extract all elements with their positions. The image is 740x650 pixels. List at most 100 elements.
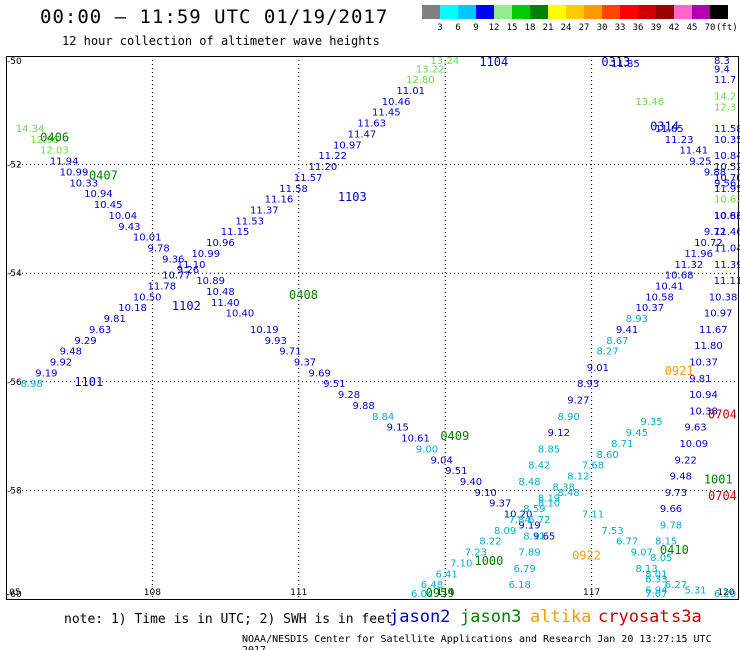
swh-value: 11.41 xyxy=(679,146,708,157)
swh-value: 9.73 xyxy=(665,488,687,499)
legend-label: 18 xyxy=(524,23,536,33)
swh-value: 9.28 xyxy=(338,390,360,401)
swh-value: 7.68 xyxy=(582,461,604,472)
swh-value: 9.29 xyxy=(74,336,96,347)
swh-value: 11.40 xyxy=(211,298,240,309)
swh-value: 8.15 xyxy=(655,537,677,548)
legend-swatch xyxy=(476,5,494,19)
swh-value: 10.58 xyxy=(645,292,674,303)
swh-value: 11.10 xyxy=(177,260,206,271)
y-tick-label: -54 xyxy=(7,269,22,279)
swh-value: 13.22 xyxy=(416,64,445,75)
swh-value: 8.22 xyxy=(479,537,501,548)
pass-label: 0704 xyxy=(708,489,737,503)
swh-value: 8.90 xyxy=(557,412,579,423)
pass-label: 0409 xyxy=(440,429,469,443)
legend-swatch xyxy=(494,5,512,19)
swh-value: 8.93 xyxy=(577,379,599,390)
swh-value: 6.04 xyxy=(411,589,433,600)
swh-value: 10.33 xyxy=(69,178,98,189)
swh-value: 12.80 xyxy=(406,75,435,86)
swh-value: 9.35 xyxy=(640,417,662,428)
swh-value: 9.93 xyxy=(265,336,287,347)
swh-value: 10.48 xyxy=(206,287,235,298)
swh-value: 9.41 xyxy=(616,325,638,336)
swh-value: 11.15 xyxy=(221,227,250,238)
swh-value: 11.65 xyxy=(655,124,684,135)
y-tick-label: -52 xyxy=(7,161,22,171)
legend-swatch xyxy=(620,5,638,19)
pass-label: 0407 xyxy=(89,168,118,182)
x-tick-label: 108 xyxy=(144,588,161,598)
swh-value: 11.78 xyxy=(148,281,177,292)
swh-value: 9.88 xyxy=(352,401,374,412)
map-frame xyxy=(6,56,739,600)
swh-value: 10.45 xyxy=(94,200,123,211)
swh-value: 9.40 xyxy=(460,477,482,488)
swh-value: 6.18 xyxy=(509,580,531,591)
pass-label: 1001 xyxy=(704,473,733,487)
swh-value: 5.31 xyxy=(684,586,706,597)
swh-value: 10.94 xyxy=(689,390,718,401)
mission-jason2: jason2 xyxy=(389,607,451,627)
swh-value: 7.07 xyxy=(645,589,667,600)
swh-value: 9.4 xyxy=(714,64,730,75)
swh-value: 11.46 xyxy=(714,227,740,238)
swh-value: 6.27 xyxy=(665,580,687,591)
swh-value: 7.53 xyxy=(601,526,623,537)
legend-label: 15 xyxy=(506,23,518,33)
legend-swatch xyxy=(458,5,476,19)
legend-label: 70 xyxy=(704,23,716,33)
swh-value: 9.22 xyxy=(675,455,697,466)
swh-value: 11.39 xyxy=(714,260,740,271)
swh-value: 7.89 xyxy=(518,548,540,559)
swh-value: 10.18 xyxy=(118,303,147,314)
swh-value: 9.48 xyxy=(670,472,692,483)
swh-value: 9.15 xyxy=(387,423,409,434)
swh-value: 9.10 xyxy=(474,488,496,499)
legend-unit: (ft) xyxy=(716,23,738,33)
swh-value: 10.86 xyxy=(714,211,740,222)
legend-label: 9 xyxy=(473,23,479,33)
swh-value: 11.94 xyxy=(50,157,79,168)
swh-value: 10.46 xyxy=(382,97,411,108)
swh-value: 10.99 xyxy=(60,167,89,178)
swh-value: 10.63 xyxy=(714,211,740,222)
legend-label: 36 xyxy=(632,23,644,33)
swh-value: 10.89 xyxy=(196,276,225,287)
swh-value: 6.48 xyxy=(421,580,443,591)
swh-value: 6.33 xyxy=(645,575,667,586)
swh-value: 10.97 xyxy=(704,309,733,320)
swh-value: 9.81 xyxy=(104,314,126,325)
legend-swatch xyxy=(638,5,656,19)
swh-value: 10.37 xyxy=(636,303,665,314)
page-subtitle: 12 hour collection of altimeter wave hei… xyxy=(62,34,380,48)
swh-value: 8.85 xyxy=(538,444,560,455)
pass-label: 0406 xyxy=(40,130,69,144)
legend-swatch xyxy=(602,5,620,19)
legend-swatch xyxy=(584,5,602,19)
swh-value: 8.98 xyxy=(21,379,43,390)
swh-value: 10.04 xyxy=(108,211,137,222)
swh-value: 6.29 xyxy=(714,589,736,600)
pass-label: 1101 xyxy=(74,375,103,389)
swh-value: 9.65 xyxy=(533,531,555,542)
swh-value: 11.80 xyxy=(694,341,723,352)
swh-value: 9.56 xyxy=(714,178,736,189)
swh-value: 11.47 xyxy=(348,129,377,140)
swh-value: 9.26 xyxy=(177,265,199,276)
legend-label: 3 xyxy=(437,23,443,33)
wave-height-map: 105 108 111 114 117 120 -50 -52 -54 -56 -58 -60 14.3… xyxy=(6,56,740,600)
legend-swatch xyxy=(674,5,692,19)
x-tick-label: 111 xyxy=(290,588,307,598)
y-tick-label: -60 xyxy=(7,590,22,600)
swh-value: 10.94 xyxy=(84,189,113,200)
swh-value: 10.68 xyxy=(665,271,694,282)
swh-value: 9.88 xyxy=(704,167,726,178)
pass-label: 0408 xyxy=(289,288,318,302)
swh-value: 9.71 xyxy=(279,347,301,358)
swh-value: 10.84 xyxy=(714,151,740,162)
swh-value: 7.11 xyxy=(582,510,604,521)
legend-swatch xyxy=(422,5,440,19)
